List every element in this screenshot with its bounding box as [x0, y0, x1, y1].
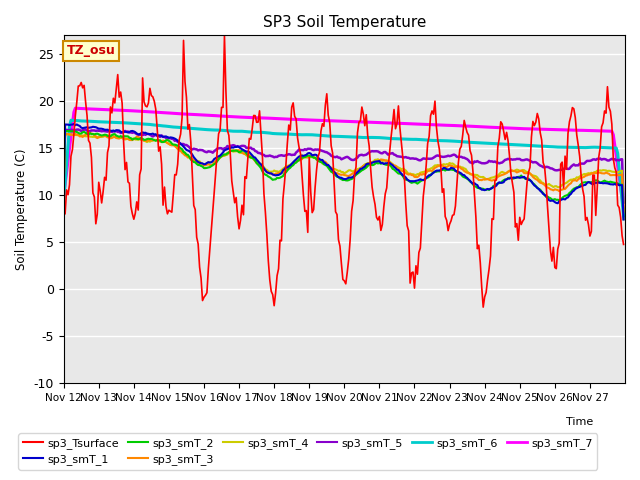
sp3_smT_5: [60, 180, 67, 185]
sp3_smT_5: [620, 200, 627, 205]
sp3_smT_3: [544, 185, 552, 191]
sp3_smT_5: [80, 127, 88, 132]
Title: SP3 Soil Temperature: SP3 Soil Temperature: [262, 15, 426, 30]
sp3_smT_2: [620, 216, 627, 222]
sp3_smT_7: [60, 193, 67, 199]
sp3_smT_6: [80, 118, 88, 124]
Line: sp3_smT_5: sp3_smT_5: [63, 129, 623, 203]
Legend: sp3_Tsurface, sp3_smT_1, sp3_smT_2, sp3_smT_3, sp3_smT_4, sp3_smT_5, sp3_smT_6, : sp3_Tsurface, sp3_smT_1, sp3_smT_2, sp3_…: [19, 433, 597, 469]
sp3_smT_6: [460, 139, 468, 145]
sp3_smT_4: [617, 168, 625, 174]
sp3_smT_4: [64, 131, 72, 137]
sp3_smT_2: [349, 175, 357, 181]
Text: TZ_osu: TZ_osu: [67, 45, 115, 58]
sp3_smT_2: [66, 128, 74, 134]
sp3_Tsurface: [79, 85, 86, 91]
sp3_smT_3: [79, 134, 86, 140]
sp3_smT_2: [544, 193, 552, 199]
Text: Time: Time: [566, 417, 593, 427]
sp3_smT_6: [544, 144, 552, 149]
sp3_smT_3: [60, 183, 67, 189]
sp3_smT_1: [70, 121, 77, 127]
Line: sp3_smT_7: sp3_smT_7: [63, 108, 623, 208]
sp3_smT_1: [349, 174, 357, 180]
sp3_smT_3: [617, 172, 625, 178]
sp3_smT_1: [460, 172, 468, 178]
sp3_smT_7: [349, 119, 357, 124]
sp3_smT_5: [460, 155, 468, 161]
Line: sp3_smT_1: sp3_smT_1: [63, 124, 623, 219]
sp3_smT_3: [86, 130, 94, 136]
sp3_Tsurface: [221, 33, 228, 39]
sp3_smT_4: [620, 207, 627, 213]
sp3_smT_6: [349, 134, 357, 140]
sp3_smT_4: [80, 133, 88, 139]
sp3_smT_7: [620, 205, 627, 211]
Line: sp3_smT_3: sp3_smT_3: [63, 133, 623, 212]
sp3_smT_5: [61, 126, 69, 132]
sp3_smT_1: [544, 195, 552, 201]
sp3_smT_6: [98, 119, 106, 125]
sp3_Tsurface: [545, 226, 553, 231]
sp3_smT_4: [98, 134, 106, 140]
sp3_smT_7: [544, 127, 552, 132]
sp3_Tsurface: [460, 118, 468, 123]
sp3_smT_1: [60, 176, 67, 182]
sp3_smT_2: [80, 129, 88, 135]
sp3_smT_2: [460, 174, 468, 180]
sp3_smT_5: [98, 129, 106, 134]
sp3_smT_5: [349, 157, 357, 163]
Y-axis label: Soil Temperature (C): Soil Temperature (C): [15, 148, 28, 270]
sp3_smT_3: [460, 168, 468, 174]
sp3_Tsurface: [620, 241, 627, 247]
sp3_smT_1: [617, 182, 625, 188]
sp3_smT_3: [349, 170, 357, 176]
sp3_Tsurface: [618, 233, 626, 239]
sp3_Tsurface: [60, 212, 67, 218]
sp3_smT_6: [67, 118, 75, 123]
sp3_smT_3: [620, 209, 627, 215]
Line: sp3_smT_6: sp3_smT_6: [63, 120, 623, 216]
sp3_smT_1: [620, 216, 627, 222]
sp3_smT_5: [617, 156, 625, 162]
sp3_smT_6: [617, 182, 625, 188]
sp3_Tsurface: [349, 198, 357, 204]
sp3_smT_2: [617, 182, 625, 188]
sp3_smT_1: [80, 125, 88, 131]
sp3_Tsurface: [97, 188, 104, 194]
sp3_smT_7: [460, 123, 468, 129]
sp3_smT_7: [98, 107, 106, 112]
sp3_smT_7: [72, 105, 79, 111]
sp3_smT_2: [60, 181, 67, 187]
Line: sp3_smT_4: sp3_smT_4: [63, 134, 623, 210]
sp3_smT_2: [98, 132, 106, 138]
sp3_smT_7: [617, 184, 625, 190]
sp3_smT_4: [544, 182, 552, 188]
sp3_smT_5: [544, 164, 552, 170]
sp3_smT_3: [98, 133, 106, 139]
sp3_smT_1: [98, 126, 106, 132]
sp3_smT_4: [60, 183, 67, 189]
sp3_Tsurface: [479, 304, 487, 310]
sp3_smT_4: [349, 168, 357, 174]
sp3_smT_6: [60, 199, 67, 204]
sp3_smT_7: [80, 106, 88, 111]
Line: sp3_Tsurface: sp3_Tsurface: [63, 36, 623, 307]
Line: sp3_smT_2: sp3_smT_2: [63, 131, 623, 219]
sp3_smT_6: [620, 213, 627, 219]
sp3_smT_4: [460, 166, 468, 171]
